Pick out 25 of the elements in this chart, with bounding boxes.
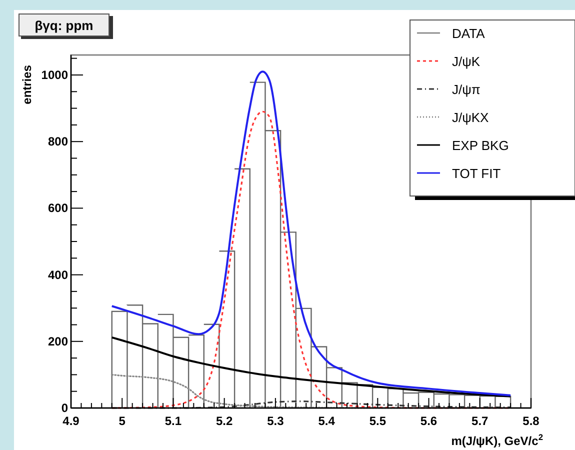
x-tick-label: 5: [118, 414, 126, 428]
x-tick-label: 5.1: [164, 414, 182, 428]
legend-label: J/ψπ: [452, 82, 480, 97]
x-axis-title: m(J/ψK), GeV/c$^{2}$: [451, 432, 544, 448]
legend-label: J/ψKX: [452, 110, 490, 125]
y-tick-label: 1000: [41, 68, 68, 82]
x-tick-label: 5.5: [369, 414, 386, 428]
legend-label: EXP BKG: [452, 138, 509, 153]
legend-label: DATA: [452, 26, 486, 41]
x-tick-label: 5.3: [267, 414, 284, 428]
y-tick-label: 800: [48, 134, 68, 149]
legend-label: TOT FIT: [452, 166, 501, 181]
y-axis-title: entries: [20, 64, 34, 104]
x-tick-label: 5.6: [420, 414, 438, 428]
y-tick-label: 600: [48, 201, 68, 216]
x-tick-label: 5.4: [318, 414, 336, 428]
x-tick-label: 5.2: [216, 414, 233, 428]
chart-title: βγq: ppm: [34, 18, 94, 33]
x-tick-label: 5.7: [472, 414, 489, 428]
y-tick-label: 400: [48, 268, 68, 282]
x-tick-label: 4.9: [62, 414, 80, 428]
y-tick-label: 0: [61, 401, 68, 415]
x-tick-label: 5.8: [522, 414, 540, 428]
y-tick-label: 200: [48, 334, 68, 348]
legend-label: J/ψK: [452, 54, 480, 69]
